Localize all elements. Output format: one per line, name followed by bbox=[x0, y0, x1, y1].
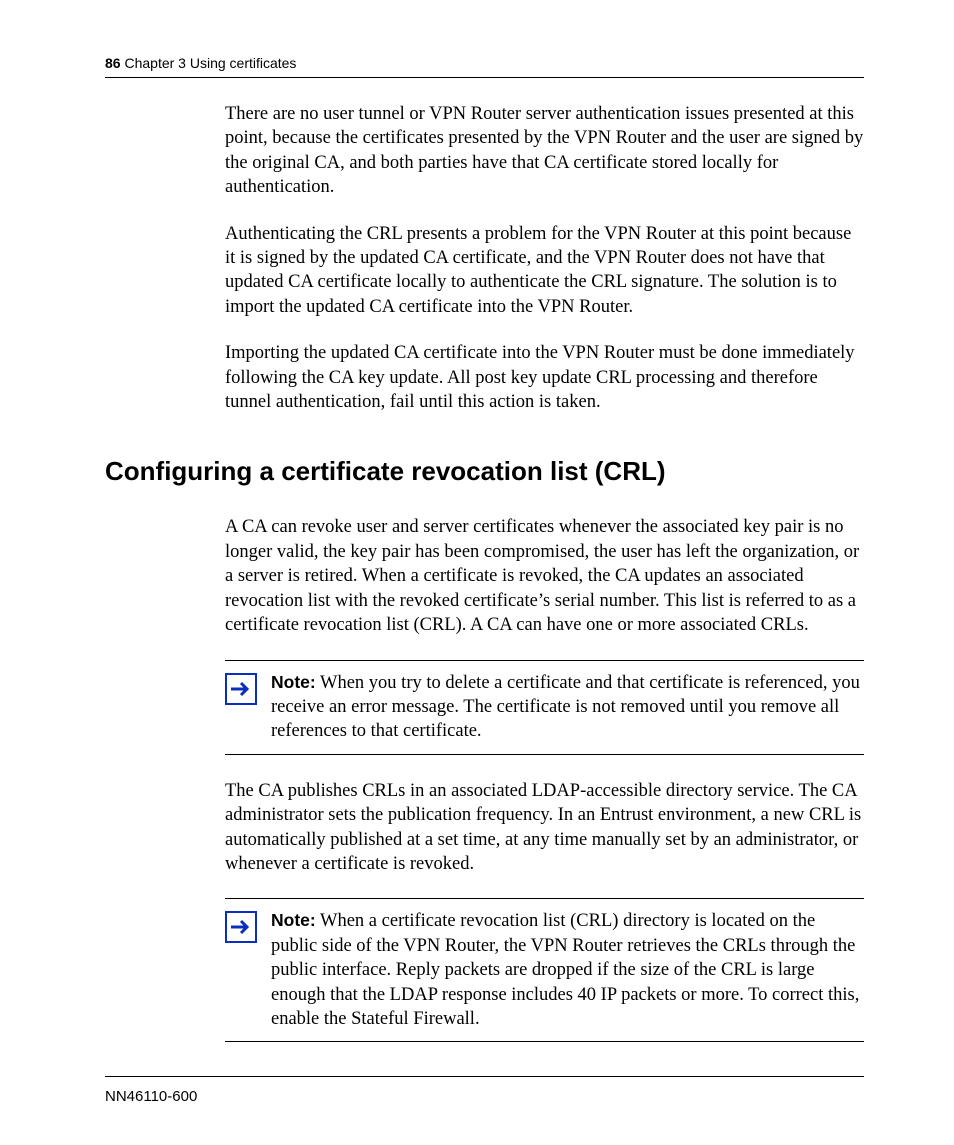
header-rule bbox=[105, 77, 864, 78]
note-body: When you try to delete a certificate and… bbox=[271, 673, 860, 742]
footer-doc-id: NN46110-600 bbox=[105, 1088, 197, 1105]
arrow-right-icon bbox=[225, 911, 257, 943]
note-box: Note: When you try to delete a certifica… bbox=[225, 660, 864, 755]
arrow-right-icon bbox=[225, 673, 257, 705]
section-content: A CA can revoke user and server certific… bbox=[225, 515, 864, 637]
note-text: Note: When you try to delete a certifica… bbox=[271, 671, 864, 744]
footer-rule bbox=[105, 1076, 864, 1077]
section-paragraph: A CA can revoke user and server certific… bbox=[225, 515, 864, 637]
chapter-label: Chapter 3 bbox=[124, 55, 185, 71]
note-label: Note: bbox=[271, 910, 316, 930]
section-heading: Configuring a certificate revocation lis… bbox=[105, 456, 864, 487]
chapter-title: Using certificates bbox=[190, 55, 297, 71]
page-header: 86 Chapter 3 Using certificates bbox=[105, 55, 864, 71]
body-paragraph: Importing the updated CA certificate int… bbox=[225, 341, 864, 414]
body-paragraph: There are no user tunnel or VPN Router s… bbox=[225, 102, 864, 200]
note-box: Note: When a certificate revocation list… bbox=[225, 898, 864, 1042]
section-paragraph: The CA publishes CRLs in an associated L… bbox=[225, 779, 864, 877]
section-content: The CA publishes CRLs in an associated L… bbox=[225, 779, 864, 877]
note-label: Note: bbox=[271, 672, 316, 692]
body-paragraph: Authenticating the CRL presents a proble… bbox=[225, 222, 864, 320]
body-content: There are no user tunnel or VPN Router s… bbox=[225, 102, 864, 414]
note-body: When a certificate revocation list (CRL)… bbox=[271, 911, 859, 1029]
note-text: Note: When a certificate revocation list… bbox=[271, 909, 864, 1031]
page-number: 86 bbox=[105, 55, 121, 71]
